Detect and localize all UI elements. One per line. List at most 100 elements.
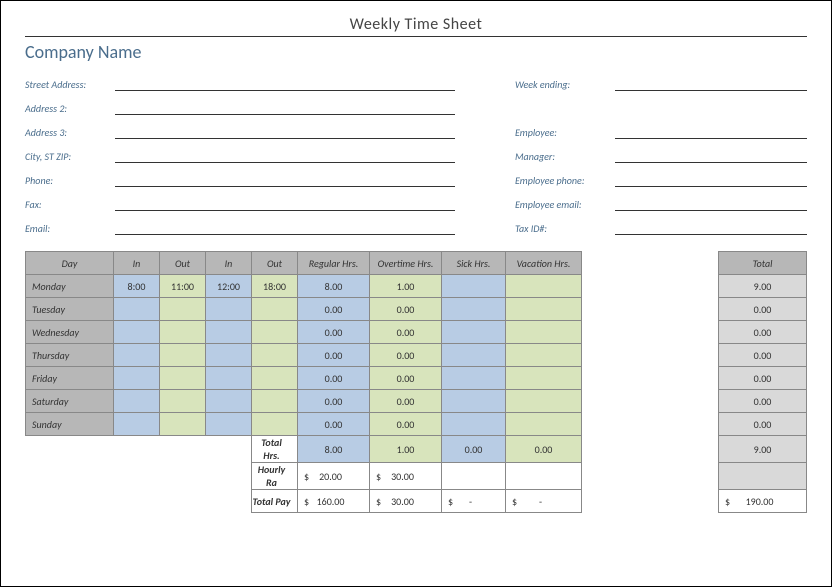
time-cell[interactable] bbox=[252, 413, 298, 436]
time-cell[interactable]: 0.00 bbox=[719, 298, 807, 321]
time-cell[interactable] bbox=[442, 367, 506, 390]
info-col-right: Week ending:Employee:Manager:Employee ph… bbox=[515, 73, 807, 241]
time-cell[interactable]: 0.00 bbox=[298, 344, 370, 367]
time-cell[interactable] bbox=[442, 321, 506, 344]
info-input[interactable] bbox=[115, 173, 455, 187]
time-cell[interactable] bbox=[114, 321, 160, 344]
time-cell[interactable] bbox=[114, 344, 160, 367]
time-cell[interactable] bbox=[506, 321, 582, 344]
time-cell[interactable] bbox=[114, 367, 160, 390]
time-cell[interactable] bbox=[252, 390, 298, 413]
summary-label: Total Hrs. bbox=[252, 436, 298, 463]
info-input[interactable] bbox=[615, 173, 807, 187]
info-input[interactable] bbox=[115, 125, 455, 139]
time-cell[interactable] bbox=[506, 390, 582, 413]
time-cell[interactable]: 0.00 bbox=[298, 367, 370, 390]
time-cell[interactable] bbox=[114, 390, 160, 413]
time-cell[interactable] bbox=[114, 413, 160, 436]
time-cell[interactable] bbox=[506, 413, 582, 436]
time-cell[interactable] bbox=[442, 390, 506, 413]
time-cell[interactable]: 0.00 bbox=[298, 298, 370, 321]
time-cell[interactable] bbox=[160, 321, 206, 344]
time-cell[interactable]: 0.00 bbox=[298, 413, 370, 436]
time-cell[interactable]: 0.00 bbox=[719, 321, 807, 344]
time-cell[interactable] bbox=[206, 298, 252, 321]
time-cell[interactable] bbox=[252, 321, 298, 344]
time-cell[interactable]: 0.00 bbox=[298, 390, 370, 413]
info-input[interactable] bbox=[115, 101, 455, 115]
time-cell[interactable] bbox=[206, 390, 252, 413]
summary-cell: 0.00 bbox=[442, 436, 506, 463]
summary-cell: $- bbox=[442, 490, 506, 513]
time-cell[interactable] bbox=[252, 344, 298, 367]
time-cell[interactable] bbox=[442, 298, 506, 321]
time-cell[interactable]: 0.00 bbox=[298, 321, 370, 344]
summary-cell bbox=[719, 463, 807, 490]
timesheet-table: DayInOutInOutRegular Hrs.Overtime Hrs.Si… bbox=[25, 251, 807, 513]
title-divider bbox=[25, 36, 807, 37]
time-cell[interactable]: 18:00 bbox=[252, 275, 298, 298]
summary-cell: $20.00 bbox=[298, 463, 370, 490]
time-cell[interactable]: 0.00 bbox=[370, 321, 442, 344]
day-name-cell: Tuesday bbox=[26, 298, 114, 321]
time-cell[interactable] bbox=[160, 390, 206, 413]
time-cell[interactable]: 0.00 bbox=[370, 390, 442, 413]
time-cell[interactable] bbox=[506, 344, 582, 367]
time-cell[interactable] bbox=[206, 413, 252, 436]
table-row: Thursday0.000.000.00 bbox=[26, 344, 807, 367]
time-cell[interactable] bbox=[160, 298, 206, 321]
time-cell[interactable] bbox=[206, 321, 252, 344]
time-cell[interactable] bbox=[160, 344, 206, 367]
info-input[interactable] bbox=[115, 197, 455, 211]
summary-label: Total Pay bbox=[252, 490, 298, 513]
info-label: City, ST ZIP: bbox=[25, 150, 115, 163]
time-cell[interactable]: 0.00 bbox=[370, 367, 442, 390]
summary-label: Hourly Ra bbox=[252, 463, 298, 490]
info-input[interactable] bbox=[615, 221, 807, 235]
time-cell[interactable]: 0.00 bbox=[719, 344, 807, 367]
info-area: Street Address:Address 2:Address 3:City,… bbox=[25, 73, 807, 241]
company-name: Company Name bbox=[25, 41, 807, 63]
time-cell[interactable]: 0.00 bbox=[719, 367, 807, 390]
time-cell[interactable] bbox=[506, 367, 582, 390]
info-label: Week ending: bbox=[515, 78, 615, 91]
time-cell[interactable]: 0.00 bbox=[370, 413, 442, 436]
info-input[interactable] bbox=[615, 77, 807, 91]
time-cell[interactable] bbox=[160, 367, 206, 390]
time-cell[interactable]: 0.00 bbox=[370, 344, 442, 367]
info-input[interactable] bbox=[115, 77, 455, 91]
info-row: Email: bbox=[25, 217, 455, 235]
info-input[interactable] bbox=[115, 221, 455, 235]
info-row: Employee: bbox=[515, 121, 807, 139]
time-cell[interactable]: 1.00 bbox=[370, 275, 442, 298]
time-cell[interactable] bbox=[442, 344, 506, 367]
col-header: Regular Hrs. bbox=[298, 252, 370, 275]
time-cell[interactable]: 9.00 bbox=[719, 275, 807, 298]
table-row: Tuesday0.000.000.00 bbox=[26, 298, 807, 321]
day-name-cell: Monday bbox=[26, 275, 114, 298]
time-cell[interactable] bbox=[506, 275, 582, 298]
time-cell[interactable] bbox=[252, 298, 298, 321]
time-cell[interactable] bbox=[442, 413, 506, 436]
time-cell[interactable]: 0.00 bbox=[719, 390, 807, 413]
time-cell[interactable]: 11:00 bbox=[160, 275, 206, 298]
time-cell[interactable]: 0.00 bbox=[370, 298, 442, 321]
time-cell[interactable]: 8:00 bbox=[114, 275, 160, 298]
time-cell[interactable] bbox=[160, 413, 206, 436]
time-cell[interactable] bbox=[442, 275, 506, 298]
time-cell[interactable] bbox=[506, 298, 582, 321]
time-cell[interactable] bbox=[114, 298, 160, 321]
time-cell[interactable]: 12:00 bbox=[206, 275, 252, 298]
time-cell[interactable] bbox=[206, 367, 252, 390]
info-input[interactable] bbox=[615, 125, 807, 139]
time-cell[interactable]: 8.00 bbox=[298, 275, 370, 298]
info-input[interactable] bbox=[615, 149, 807, 163]
summary-cell: $- bbox=[506, 490, 582, 513]
col-header: In bbox=[114, 252, 160, 275]
time-cell[interactable]: 0.00 bbox=[719, 413, 807, 436]
info-input[interactable] bbox=[615, 197, 807, 211]
time-cell[interactable] bbox=[252, 367, 298, 390]
info-input[interactable] bbox=[115, 149, 455, 163]
time-cell[interactable] bbox=[206, 344, 252, 367]
summary-cell bbox=[506, 463, 582, 490]
